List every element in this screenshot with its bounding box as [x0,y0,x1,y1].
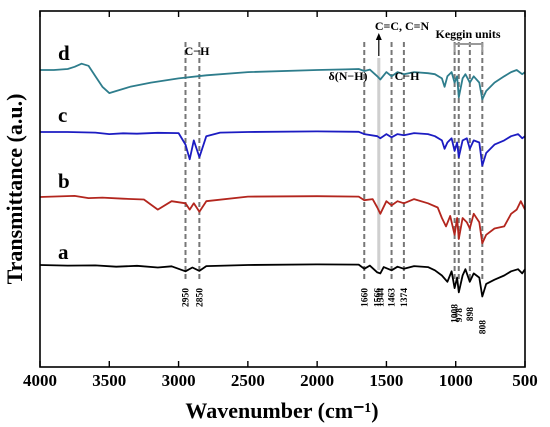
peak-label-2850: 2850 [195,288,205,307]
x-tick-label-500: 500 [512,371,538,390]
peak-label-1566: 1566 [373,288,383,307]
peak-label-898: 898 [466,307,476,322]
peak-label-1544: 1544 [376,288,386,307]
series-line-d [40,62,526,101]
series-line-c [40,130,526,167]
series-lines [39,62,526,298]
x-tick-label-1000: 1000 [439,371,473,390]
annotation-2: C=C, C=N [375,19,430,33]
shaded-band [377,58,381,270]
peak-label-1463: 1463 [388,288,398,307]
annotation-1: δ(N−H) [328,69,367,83]
x-tick-label-1500: 1500 [369,371,403,390]
annotation-4: Keggin units [435,27,500,41]
series-label-c: c [58,103,67,127]
peak-label-1008: 1008 [451,304,461,323]
x-tick-label-3000: 3000 [162,371,196,390]
x-tick-label-2000: 2000 [300,371,334,390]
series-label-a: a [58,240,69,264]
x-tick-label-2500: 2500 [231,371,265,390]
series-label-b: b [58,169,70,193]
x-tick-label-3500: 3500 [92,371,126,390]
x-axis-title: Wavenumber (cm⁻¹) [185,398,378,423]
y-axis-title: Transmittance (a.u.) [2,94,27,285]
peak-label-1374: 1374 [400,288,410,307]
annotation-3: C−H [395,69,421,83]
x-axis-ticks: 4000 3500 3000 2500 2000 1500 1000 500 [23,11,538,390]
x-tick-label-4000: 4000 [23,371,57,390]
peak-label-808: 808 [478,320,488,335]
shaded-bands [377,58,381,270]
peak-label-978: 978 [455,308,465,323]
peak-label-1660: 1660 [360,288,370,307]
keggin-bracket [453,43,484,52]
annotation-arrowhead [375,33,382,40]
series-label-d: d [58,41,70,65]
series-line-a [39,263,526,298]
series-labels: a b c d [58,41,70,264]
peak-label-2950: 2950 [182,288,192,307]
annotation-0: C−H [185,44,211,58]
series-line-b [39,194,526,245]
annotations: C−H δ(N−H) C=C, C=N C−H Keggin units [185,19,501,83]
plot-frame [39,10,526,368]
